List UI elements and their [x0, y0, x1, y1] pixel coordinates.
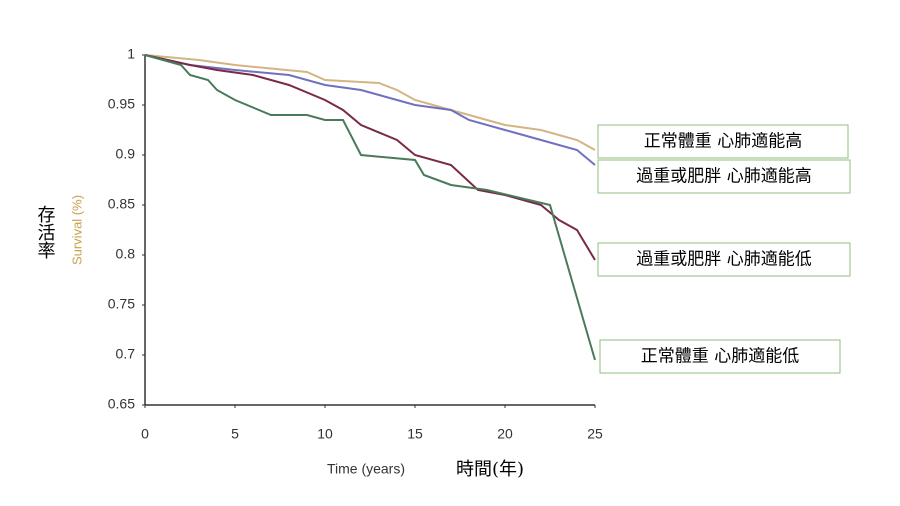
y-tick-label: 0.75 — [108, 296, 135, 312]
y-tick-label: 0.95 — [108, 96, 135, 112]
y-tick-label: 1 — [127, 46, 135, 62]
legend-label: 正常體重 心肺適能低 — [641, 347, 799, 367]
series-line — [144, 54, 596, 151]
legend-box — [597, 242, 851, 277]
legend-label: 正常體重 心肺適能高 — [644, 132, 802, 152]
y-tick-label: 0.8 — [116, 246, 136, 262]
y-tick-label: 0.65 — [108, 396, 135, 412]
legend-label: 過重或肥胖 心肺適能低 — [636, 250, 811, 270]
series-line — [144, 54, 596, 261]
series-line — [144, 54, 596, 361]
legend-label: 過重或肥胖 心肺適能高 — [636, 167, 811, 187]
x-tick-label: 10 — [317, 426, 333, 442]
x-axis-label: Time (years) — [327, 461, 405, 477]
x-axis-label-zh: 時間(年) — [456, 459, 524, 480]
x-tick-label: 0 — [141, 426, 149, 442]
x-tick-label: 15 — [407, 426, 423, 442]
legend-box — [599, 339, 841, 374]
y-axis-label-zh: 存活率 — [35, 205, 56, 259]
y-tick-label: 0.7 — [116, 346, 136, 362]
y-tick-label: 0.9 — [116, 146, 136, 162]
y-tick-label: 0.85 — [108, 196, 135, 212]
legend-box — [597, 124, 849, 159]
x-tick-label: 25 — [587, 426, 603, 442]
series-line — [144, 54, 596, 166]
legend-box — [597, 159, 851, 194]
y-axis-label: Survival (%) — [69, 195, 84, 265]
x-tick-label: 20 — [497, 426, 513, 442]
x-tick-label: 5 — [231, 426, 239, 442]
